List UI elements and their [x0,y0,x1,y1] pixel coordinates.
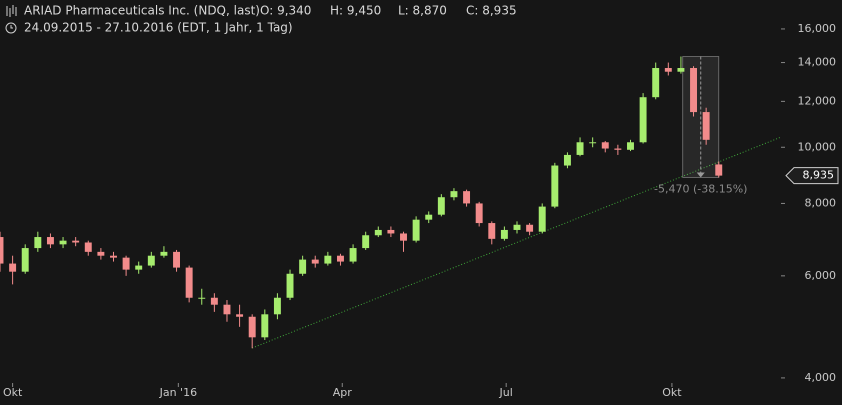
candle-body [135,265,143,270]
candle-body [627,142,634,150]
header-range: 24.09.2015 - 27.10.2016 (EDT, 1 Jahr, 1 … [24,21,293,35]
candle-body [500,229,508,239]
y-tick-label: 14,000 [798,56,837,69]
candle-body [299,259,307,274]
measure-arrowhead [696,172,705,178]
candle-body [261,314,269,338]
candle-body [173,251,181,268]
candle-body [652,68,660,98]
header-high: H: 9,450 [330,4,381,18]
header-open: O: 9,340 [260,4,311,18]
candle-body [374,229,382,236]
candle-body [324,255,332,264]
candle-body [576,142,584,155]
candle-body [286,273,294,298]
candle-body [236,314,244,317]
candle-body [412,219,420,241]
x-tick-label: Okt [662,386,682,399]
last-price-tag [785,167,839,185]
header-title: ARIAD Pharmaceuticals Inc. (NDQ, last) [24,4,260,18]
y-tick-label: 4,000 [805,371,837,384]
candle-body [387,229,395,234]
candle-body [563,154,571,166]
y-tick-label: 16,000 [798,22,837,35]
candle-body [362,235,370,249]
candle-body [122,257,130,270]
candle-body [84,242,92,252]
candle-body [526,224,534,232]
header-icon [6,5,17,17]
candle-body [475,203,483,224]
candle-body [110,255,117,258]
y-tick-label: 8,000 [805,196,837,209]
measure-label: -5,470 (-38.15%) [654,182,747,195]
candle-body [97,251,105,256]
candle-body [425,214,433,220]
x-tick-label: Jan '16 [159,386,197,399]
candle-body [614,148,622,150]
candle-body [690,68,698,113]
y-tick-label: 10,000 [798,140,837,153]
candle-body [311,259,319,264]
candle-body [664,68,672,72]
candle-body [223,304,231,315]
candle-body [147,255,155,266]
last-price-label: 8,935 [803,169,835,182]
candle-body [601,142,609,149]
candle-body [551,165,559,207]
candle-body [273,297,281,315]
candle-body [538,206,546,232]
candle-body [59,240,67,245]
candle-body [450,191,458,198]
candle-body [463,191,471,204]
candle-body [185,267,193,298]
candle-body [488,223,496,239]
candle-body [0,237,4,264]
candle-body [72,240,80,243]
candle-body [437,197,445,215]
candle-body [198,297,206,299]
candle-body [639,97,647,143]
candle-body [702,112,710,140]
candle-body [248,316,256,338]
clock-icon [5,22,17,34]
x-tick-label: Okt [3,386,23,399]
candle-body [160,251,168,256]
candle-body [210,297,218,305]
candle-body [589,142,597,144]
candle-body [336,255,344,262]
candle-body [715,164,723,176]
header-close: C: 8,935 [466,4,517,18]
y-tick-label: 12,000 [798,94,837,107]
candle-body [46,237,54,245]
header-low: L: 8,870 [398,4,447,18]
candle-body [34,237,42,249]
x-tick-label: Jul [499,386,513,399]
candle-body [400,233,407,241]
x-tick-label: Apr [333,386,353,399]
candle-body [21,248,29,272]
candle-body [349,248,357,262]
y-tick-label: 6,000 [805,269,837,282]
candle-body [513,224,521,230]
candle-body [9,263,17,272]
candle-body [677,68,685,72]
